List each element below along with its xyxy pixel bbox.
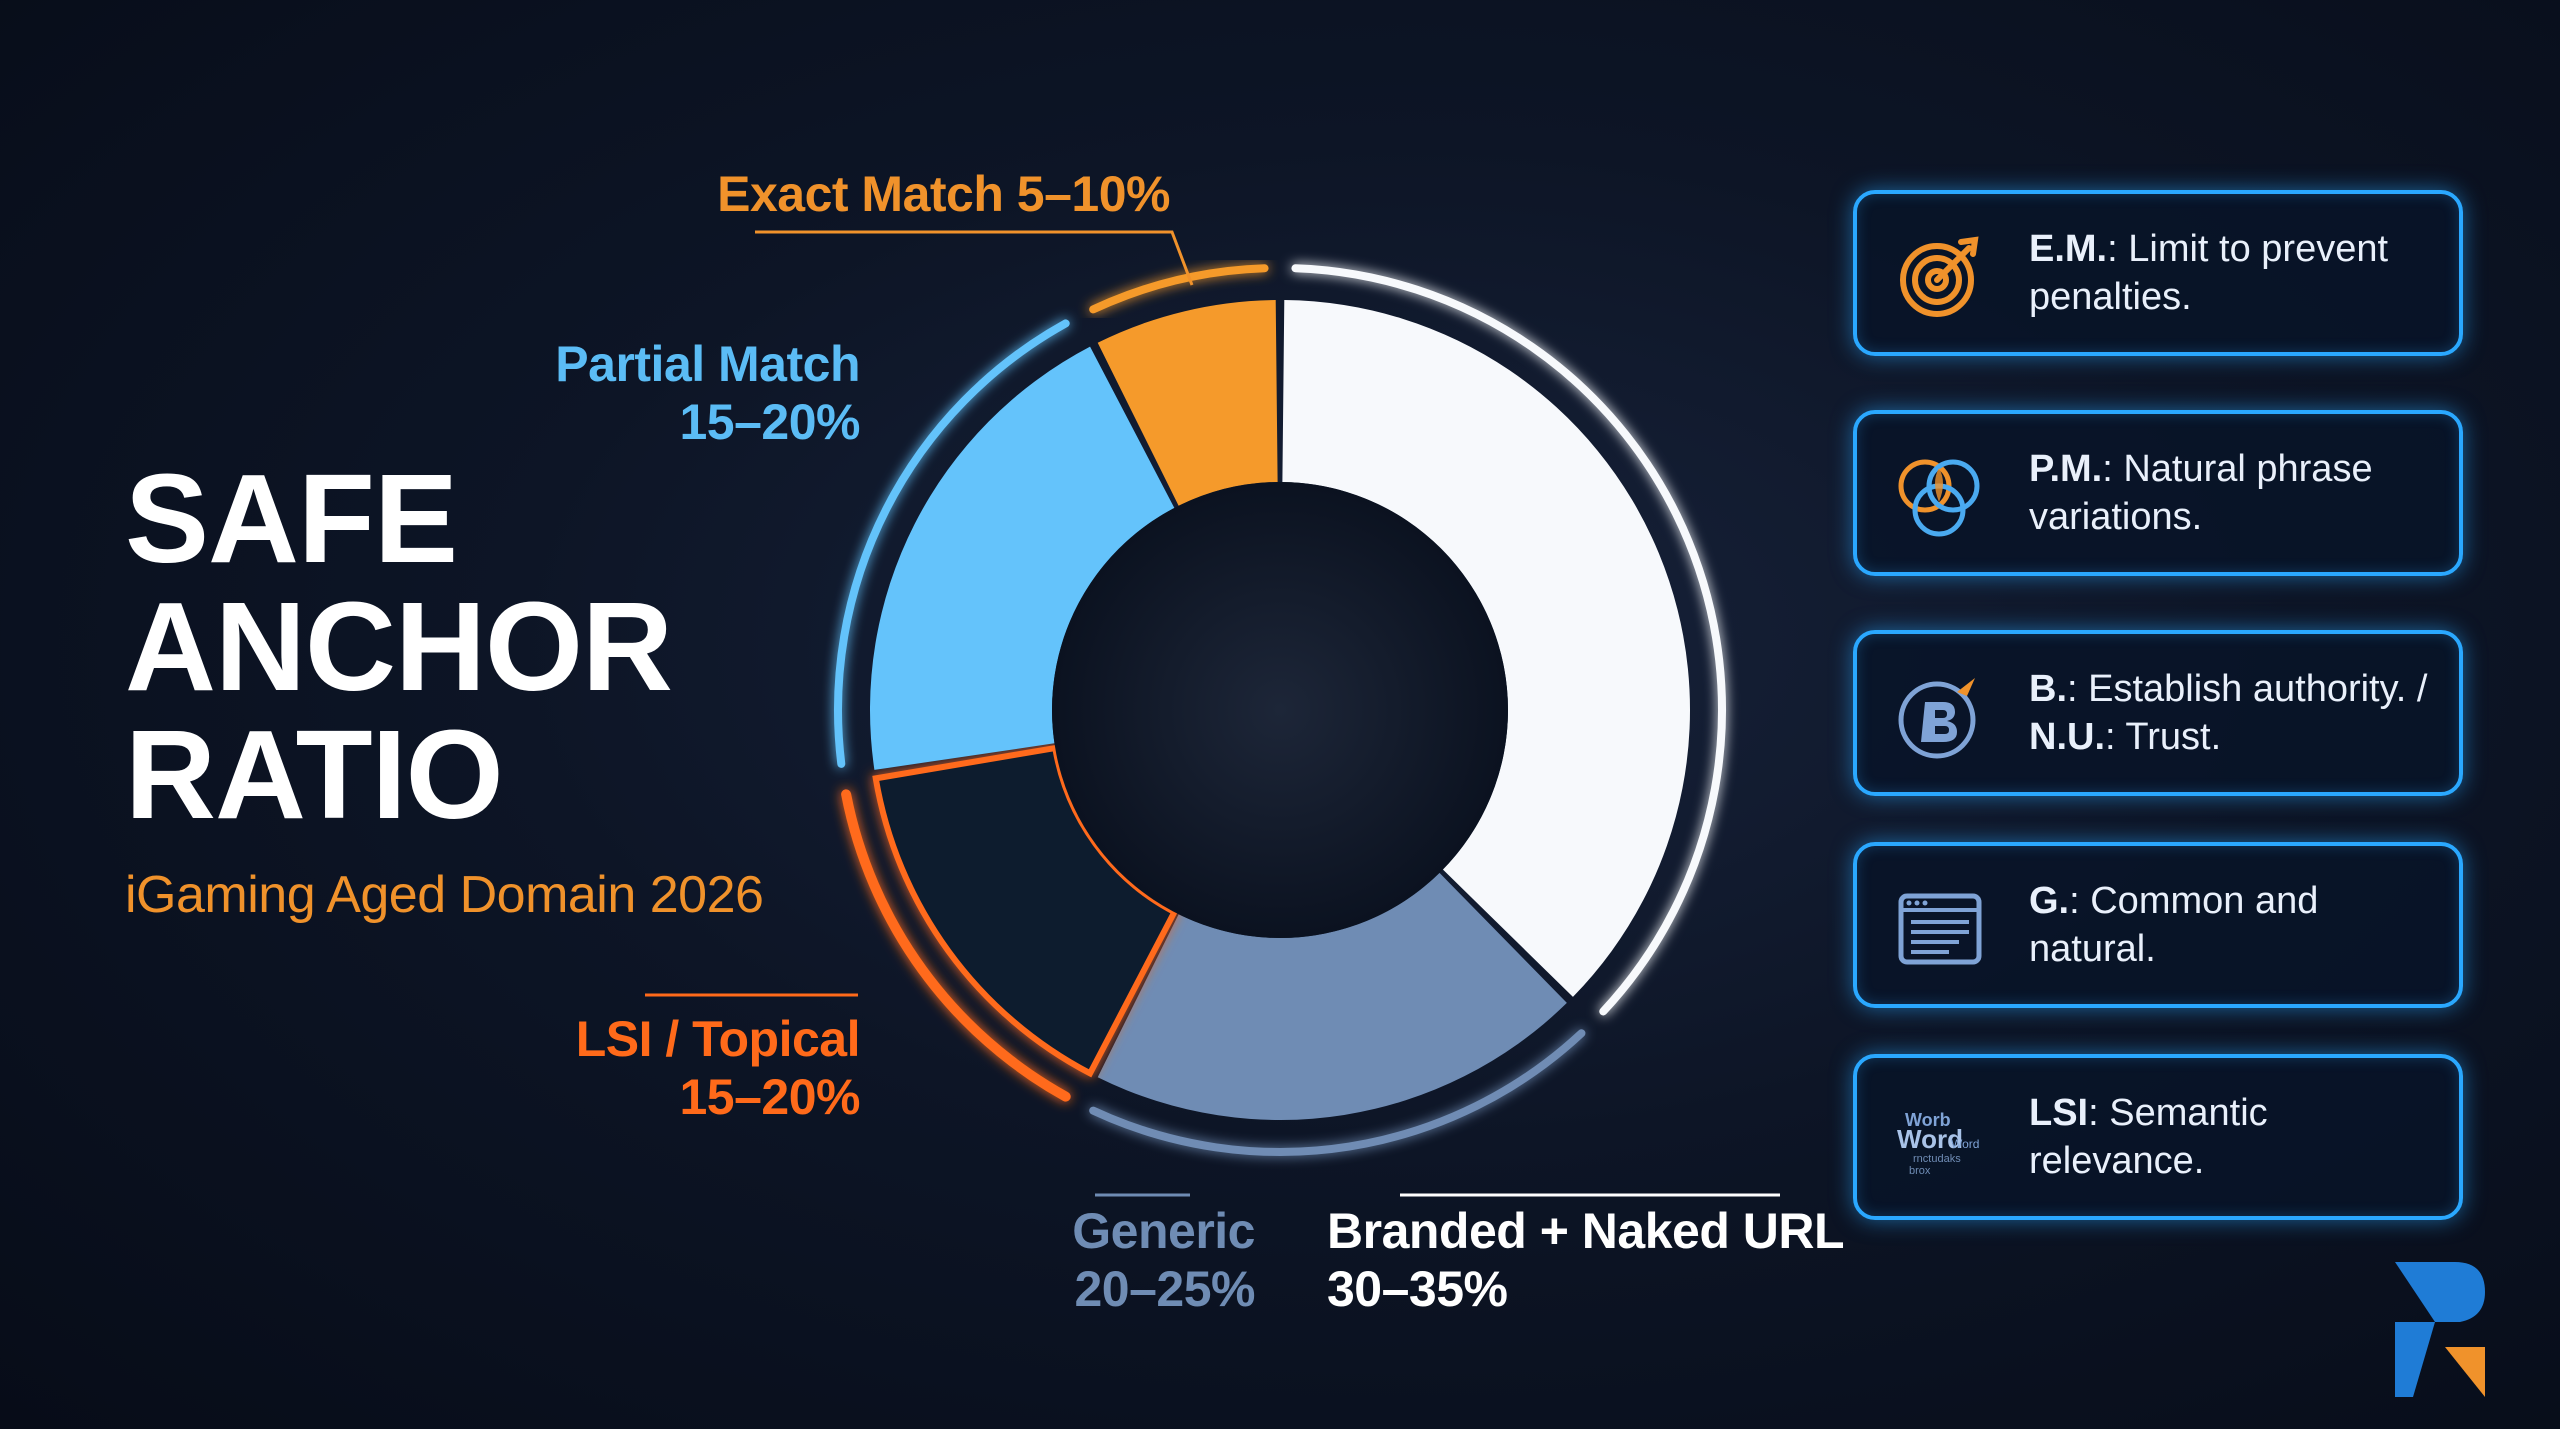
label-branded: Branded + Naked URL 30–35% bbox=[1327, 1202, 1847, 1318]
title-line-2: ANCHOR bbox=[125, 576, 673, 717]
card-lsi: Worb Word Word rnctudaks brox LSI: Seman… bbox=[1853, 1054, 2463, 1220]
word-cloud-word-4: rnctudaks bbox=[1913, 1153, 1961, 1165]
word-cloud-word-5: brox bbox=[1909, 1165, 1931, 1177]
card-generic-text: G.: Common and natural. bbox=[2029, 846, 2435, 1004]
outer-ring-arcs bbox=[834, 264, 1726, 1157]
label-lsi-topical-name: LSI / Topical bbox=[575, 1011, 861, 1067]
card-text-content: P.M.: Natural phrase variations. bbox=[2029, 445, 2435, 541]
card-partial-match-text: P.M.: Natural phrase variations. bbox=[2029, 414, 2435, 572]
card-branded-text: B.: Establish authority. / N.U.: Trust. bbox=[2029, 634, 2435, 792]
title-line-3: RATIO bbox=[125, 704, 504, 845]
label-exact-match-name: Exact Match bbox=[717, 166, 1004, 222]
word-cloud-word-1: Worb bbox=[1905, 1110, 1951, 1130]
label-partial-match-range: 15–20% bbox=[679, 394, 861, 450]
slice-partial-match bbox=[869, 346, 1175, 770]
target-icon bbox=[1900, 236, 1979, 317]
card-text-content: B.: Establish authority. / N.U.: Trust. bbox=[2029, 665, 2435, 761]
word-cloud-word-3: Word bbox=[1951, 1137, 1979, 1151]
card-key-abbrev: B. bbox=[2029, 668, 2067, 710]
label-branded-name: Branded + Naked URL bbox=[1327, 1203, 1845, 1259]
slice-branded-outer-arc bbox=[1291, 264, 1726, 1016]
word-cloud-icon: Worb Word Word rnctudaks brox bbox=[1897, 1110, 1979, 1177]
card-description: : Trust. bbox=[2105, 716, 2222, 758]
card-key-abbrev: N.U. bbox=[2029, 716, 2105, 758]
label-lsi-topical: LSI / Topical 15–20% bbox=[460, 1010, 861, 1126]
brand-logo bbox=[2395, 1262, 2485, 1397]
slice-lsi-outer-arc bbox=[841, 789, 1071, 1102]
card-key-abbrev: G. bbox=[2029, 880, 2070, 922]
card-generic: G.: Common and natural. bbox=[1853, 842, 2463, 1008]
slice-branded bbox=[1282, 300, 1691, 997]
label-connectors bbox=[645, 230, 1780, 1197]
card-key-abbrev: E.M. bbox=[2029, 228, 2108, 270]
card-branded: B.: Establish authority. / N.U.: Trust. bbox=[1853, 630, 2463, 796]
card-description: : Common and natural. bbox=[2029, 880, 2319, 970]
venn-circles-icon bbox=[1898, 459, 1980, 537]
connector-exact-match bbox=[755, 230, 1194, 286]
card-description: : Natural phrase variations. bbox=[2029, 448, 2373, 538]
page-title: SAFE ANCHOR RATIO bbox=[125, 448, 673, 845]
label-generic-range: 20–25% bbox=[1074, 1261, 1256, 1317]
card-key-abbrev: P.M. bbox=[2029, 448, 2103, 490]
card-description: : Establish authority. / bbox=[2067, 668, 2428, 710]
label-partial-match-name: Partial Match bbox=[555, 336, 860, 392]
slice-exact-match bbox=[1097, 300, 1278, 506]
label-branded-range: 30–35% bbox=[1327, 1261, 1508, 1317]
card-partial-match: P.M.: Natural phrase variations. bbox=[1853, 410, 2463, 576]
browser-page-icon bbox=[1898, 893, 1982, 965]
card-lsi-text: LSI: Semantic relevance. bbox=[2029, 1058, 2435, 1216]
slice-generic-outer-arc bbox=[1089, 1029, 1586, 1157]
card-exact-match-text: E.M.: Limit to prevent penalties. bbox=[2029, 194, 2435, 352]
slice-generic bbox=[1097, 872, 1567, 1120]
donut-slices bbox=[869, 300, 1691, 1120]
card-key-abbrev: LSI bbox=[2029, 1092, 2089, 1134]
slice-exact-match-outer-arc bbox=[1089, 264, 1269, 314]
brand-b-icon bbox=[1898, 678, 1976, 759]
label-exact-match-range: 5–10% bbox=[1016, 166, 1171, 222]
word-cloud-word-2: Word bbox=[1897, 1124, 1963, 1154]
slice-partial-match-outer-arc bbox=[834, 319, 1070, 768]
donut-hole bbox=[1052, 482, 1508, 938]
card-text-content: E.M.: Limit to prevent penalties. bbox=[2029, 225, 2435, 321]
card-description: : Semantic relevance. bbox=[2029, 1092, 2268, 1182]
card-text-content: LSI: Semantic relevance. bbox=[2029, 1089, 2435, 1185]
label-generic-name: Generic bbox=[1072, 1203, 1255, 1259]
label-partial-match: Partial Match 15–20% bbox=[460, 335, 860, 451]
title-line-1: SAFE bbox=[125, 448, 458, 589]
card-exact-match: E.M.: Limit to prevent penalties. bbox=[1853, 190, 2463, 356]
label-lsi-topical-range: 15–20% bbox=[679, 1069, 861, 1125]
card-text-content: G.: Common and natural. bbox=[2029, 877, 2435, 973]
card-description: : Limit to prevent penalties. bbox=[2029, 228, 2389, 318]
subtitle: iGaming Aged Domain 2026 bbox=[125, 866, 764, 924]
label-exact-match: Exact Match 5–10% bbox=[700, 165, 1170, 223]
label-generic: Generic 20–25% bbox=[900, 1202, 1255, 1318]
